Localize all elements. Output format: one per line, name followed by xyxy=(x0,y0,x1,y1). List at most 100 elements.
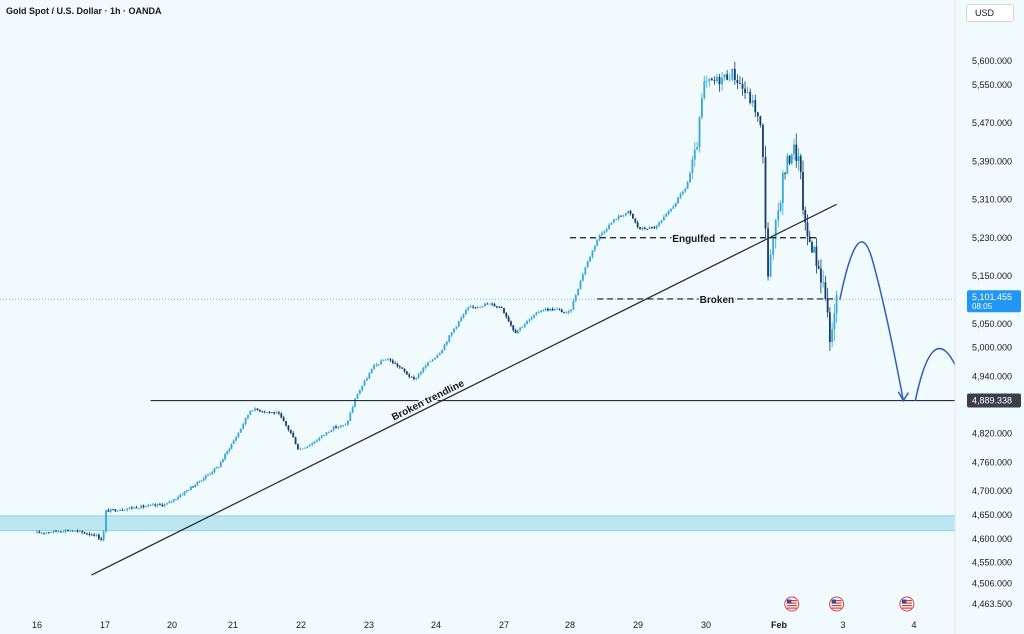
candle-body xyxy=(528,319,531,322)
candle-47 xyxy=(147,503,150,508)
candle-body xyxy=(190,486,192,491)
candle-249 xyxy=(617,214,620,221)
candle-body xyxy=(280,413,283,418)
flag-stripe xyxy=(831,607,842,609)
candle-303 xyxy=(749,88,752,105)
candle-95 xyxy=(254,406,256,412)
candle-149 xyxy=(382,359,385,362)
x-tick-label-6: 24 xyxy=(431,620,441,630)
candle-body xyxy=(751,100,754,103)
flag-stripe xyxy=(901,600,912,602)
candle-83 xyxy=(226,450,229,456)
candle-71 xyxy=(200,480,203,482)
candle-75 xyxy=(209,472,212,476)
candle-319 xyxy=(788,155,791,166)
candle-251 xyxy=(622,214,625,218)
flag-canton xyxy=(786,599,792,604)
candle-body xyxy=(230,443,233,449)
candle-body xyxy=(605,229,608,232)
candle-301 xyxy=(744,81,746,99)
candle-209 xyxy=(523,322,526,329)
candle-body xyxy=(222,459,224,463)
currency-button[interactable]: USD xyxy=(966,4,1014,22)
candle-37 xyxy=(123,509,126,511)
candle-body xyxy=(670,208,672,212)
candle-81 xyxy=(222,458,224,463)
candle-body xyxy=(612,219,615,223)
candle-320 xyxy=(790,153,793,166)
candle-53 xyxy=(161,502,164,507)
candle-236 xyxy=(586,260,589,268)
candle-270 xyxy=(667,210,670,216)
candle-271 xyxy=(670,208,672,213)
candle-142 xyxy=(366,376,368,381)
candle-146 xyxy=(375,362,378,367)
candle-28 xyxy=(102,530,105,542)
candle-93 xyxy=(249,410,252,416)
candle-body xyxy=(721,77,723,85)
candle-259 xyxy=(641,226,644,231)
candle-291 xyxy=(718,74,721,92)
candle-329 xyxy=(811,240,813,253)
candle-body xyxy=(713,80,716,81)
candle-293 xyxy=(723,74,726,81)
candle-120 xyxy=(313,440,316,445)
candle-body xyxy=(516,330,519,334)
candle-15 xyxy=(71,530,74,532)
candle-61 xyxy=(179,493,182,498)
candle-body xyxy=(256,408,259,410)
candle-body xyxy=(168,501,171,504)
candle-238 xyxy=(591,250,594,259)
candle-body xyxy=(577,288,580,296)
candle-body xyxy=(142,505,145,508)
candle-107 xyxy=(282,415,285,422)
candle-body xyxy=(495,306,498,308)
x-tick-label-12: 3 xyxy=(840,620,845,630)
candle-192 xyxy=(484,302,486,307)
candle-54 xyxy=(163,503,166,508)
candle-162 xyxy=(412,375,415,381)
candle-body xyxy=(793,144,795,154)
candle-body xyxy=(535,312,538,315)
candle-34 xyxy=(116,510,119,512)
candle-309 xyxy=(764,145,767,238)
candle-body xyxy=(586,261,589,268)
candle-body xyxy=(313,441,316,444)
candle-body xyxy=(820,268,822,283)
candle-126 xyxy=(327,431,330,434)
candle-284 xyxy=(701,93,703,120)
y-tick-label-17: 4,463.500 xyxy=(972,599,1012,609)
candle-175 xyxy=(443,343,446,351)
candle-168 xyxy=(427,362,429,367)
candle-239 xyxy=(593,245,596,252)
candle-body xyxy=(831,329,834,343)
candle-231 xyxy=(574,293,577,303)
candle-194 xyxy=(488,303,491,305)
candle-67 xyxy=(192,485,194,488)
flag-canton xyxy=(831,599,837,604)
candle-body xyxy=(306,446,309,448)
candle-body xyxy=(662,216,665,221)
candle-10 xyxy=(59,531,62,533)
candle-body xyxy=(746,91,749,93)
candle-body xyxy=(102,531,105,541)
y-tick-label-2: 5,470.000 xyxy=(972,118,1012,128)
candle-body xyxy=(512,325,515,331)
candle-body xyxy=(405,371,408,375)
candle-160 xyxy=(408,372,411,379)
candle-297 xyxy=(733,61,736,85)
candle-336 xyxy=(826,288,829,318)
y-tick-label-13: 4,650.000 xyxy=(972,510,1012,520)
candle-body xyxy=(90,534,93,536)
candle-body xyxy=(551,308,554,311)
candle-body xyxy=(744,88,746,93)
candle-body xyxy=(380,360,382,365)
candle-147 xyxy=(377,363,380,367)
candle-244 xyxy=(605,227,608,233)
candle-243 xyxy=(603,230,606,235)
candle-body xyxy=(382,360,385,362)
candle-body xyxy=(718,76,721,85)
candle-body xyxy=(601,233,603,235)
